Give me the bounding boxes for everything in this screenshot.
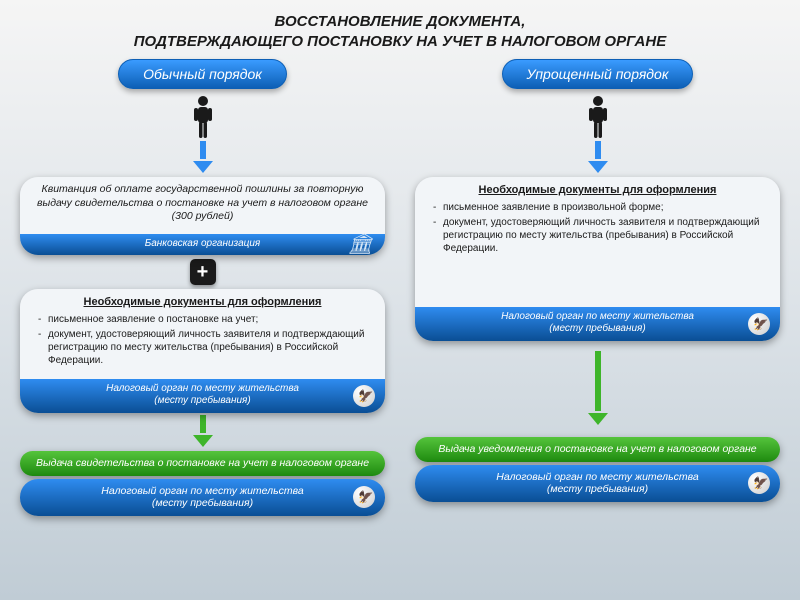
plus-icon: + <box>190 259 216 285</box>
left-docs-heading: Необходимые документы для оформления <box>34 295 371 309</box>
footer-line-2: (месту пребывания) <box>549 323 645 334</box>
receipt-text: Квитанция об оплате государственной пошл… <box>20 177 385 234</box>
page-title: ВОССТАНОВЛЕНИЕ ДОКУМЕНТА, ПОДТВЕРЖДАЮЩЕГ… <box>0 0 800 59</box>
right-docs-footer: Налоговый орган по месту жительства (мес… <box>415 307 780 341</box>
left-docs-card: Необходимые документы для оформления пис… <box>20 289 385 413</box>
arrow-icon <box>588 351 608 427</box>
tax-badge-icon: 🦅 <box>748 313 770 335</box>
arrow-icon <box>193 141 213 175</box>
receipt-footer: Банковская организация 🏛 <box>20 234 385 255</box>
receipt-footer-label: Банковская организация <box>145 238 261 249</box>
footer-line-1: Налоговый орган по месту жительства <box>501 311 694 322</box>
list-item: письменное заявление о постановке на уче… <box>38 313 371 326</box>
columns: Обычный порядок Квитанция об оплате госу… <box>0 59 800 516</box>
left-result-bar: Выдача свидетельства о постановке на уче… <box>20 451 385 476</box>
right-docs-list: письменное заявление в произвольной форм… <box>429 201 766 255</box>
right-docs-card: Необходимые документы для оформления пис… <box>415 177 780 341</box>
right-docs-body: Необходимые документы для оформления пис… <box>415 177 780 307</box>
left-header-pill: Обычный порядок <box>118 59 287 89</box>
left-column: Обычный порядок Квитанция об оплате госу… <box>20 59 385 516</box>
list-item: документ, удостоверяющий личность заявит… <box>38 328 371 367</box>
tax-badge-icon: 🦅 <box>353 385 375 407</box>
left-docs-footer: Налоговый орган по месту жительства (мес… <box>20 379 385 413</box>
person-icon <box>586 95 610 139</box>
footer-line-1: Налоговый орган по месту жительства <box>496 471 698 483</box>
list-item: документ, удостоверяющий личность заявит… <box>433 216 766 255</box>
footer-line-2: (месту пребывания) <box>547 483 648 495</box>
tax-badge-icon: 🦅 <box>353 486 375 508</box>
tax-badge-icon: 🦅 <box>748 472 770 494</box>
arrow-icon <box>193 415 213 449</box>
bank-icon: 🏛 <box>348 232 373 255</box>
arrow-icon <box>588 141 608 175</box>
left-result-footer: Налоговый орган по месту жительства (мес… <box>20 479 385 516</box>
right-column: Упрощенный порядок Необходимые документы… <box>415 59 780 516</box>
footer-line-1: Налоговый орган по месту жительства <box>101 485 303 497</box>
footer-line-1: Налоговый орган по месту жительства <box>106 383 299 394</box>
receipt-card: Квитанция об оплате государственной пошл… <box>20 177 385 255</box>
person-icon <box>191 95 215 139</box>
right-docs-heading: Необходимые документы для оформления <box>429 183 766 197</box>
title-line-1: ВОССТАНОВЛЕНИЕ ДОКУМЕНТА, <box>275 13 526 30</box>
right-result-footer: Налоговый орган по месту жительства (мес… <box>415 465 780 502</box>
title-line-2: ПОДТВЕРЖДАЮЩЕГО ПОСТАНОВКУ НА УЧЕТ В НАЛ… <box>134 33 666 50</box>
left-docs-list: письменное заявление о постановке на уче… <box>34 313 371 367</box>
right-header-pill: Упрощенный порядок <box>502 59 694 89</box>
footer-line-2: (месту пребывания) <box>152 497 253 509</box>
list-item: письменное заявление в произвольной форм… <box>433 201 766 214</box>
left-docs-body: Необходимые документы для оформления пис… <box>20 289 385 379</box>
right-result-bar: Выдача уведомления о постановке на учет … <box>415 437 780 462</box>
footer-line-2: (месту пребывания) <box>154 395 250 406</box>
